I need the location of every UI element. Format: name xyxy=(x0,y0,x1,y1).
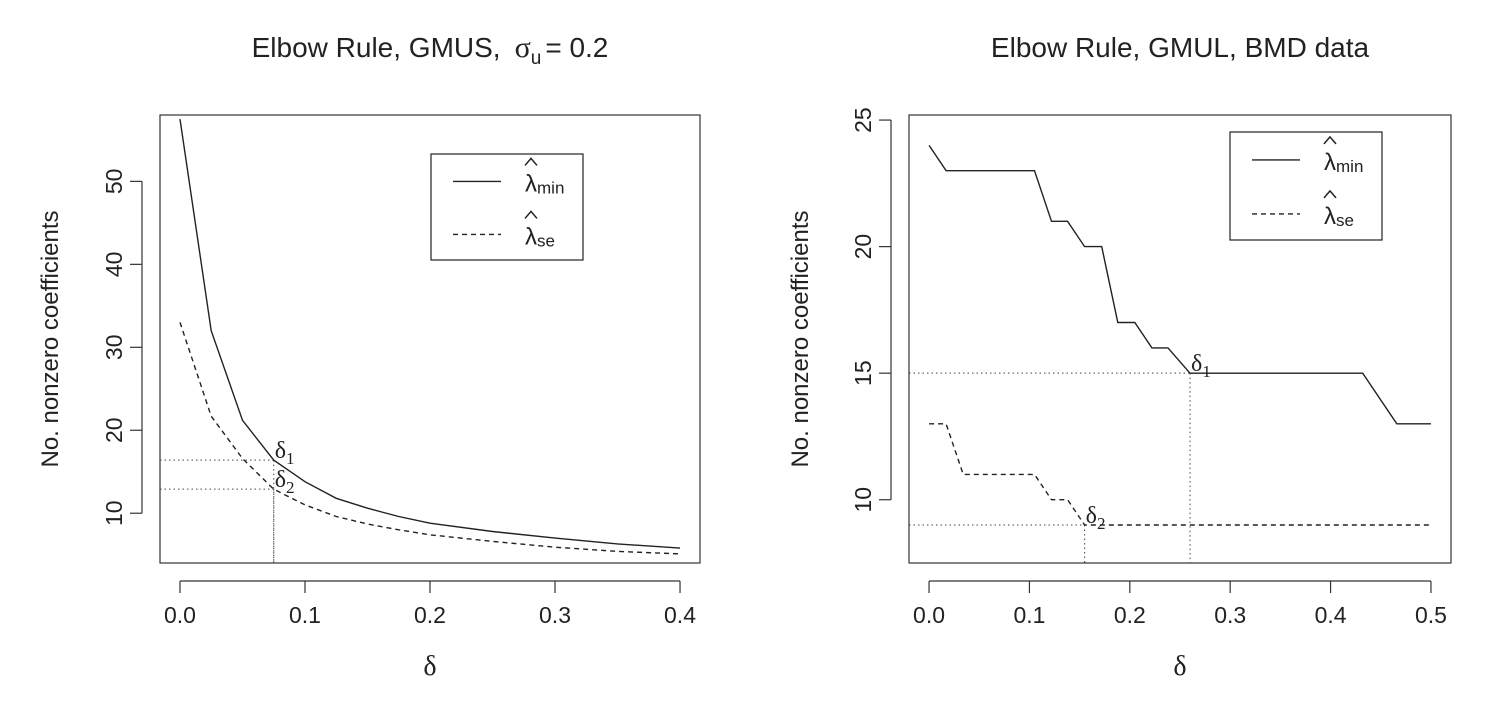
legend-entry: λmin xyxy=(1324,149,1363,176)
y-tick-label: 50 xyxy=(101,169,127,195)
x-tick-label: 0.1 xyxy=(1013,602,1045,628)
x-axis-label: δ xyxy=(423,651,436,682)
legend-box xyxy=(430,153,584,261)
legend-subscript: se xyxy=(1336,211,1354,230)
chart-title: Elbow Rule, GMUL, BMD data xyxy=(991,32,1370,63)
legend-subscript: min xyxy=(1336,157,1363,176)
y-tick-label: 20 xyxy=(850,234,876,260)
legend-lambda-hat: λ xyxy=(525,223,537,250)
legend-hat-accent xyxy=(524,157,538,166)
elbow-label: δ2 xyxy=(1086,503,1106,533)
title-subscript: u xyxy=(531,48,542,69)
elbow-label-delta: δ xyxy=(1191,351,1202,377)
y-tick-label: 30 xyxy=(101,334,127,360)
legend-lambda-hat: λ xyxy=(525,170,537,197)
series-line-lambda-se xyxy=(179,322,681,555)
plot-frame xyxy=(159,114,701,564)
legend-hat-accent xyxy=(524,210,538,219)
x-tick-label: 0.0 xyxy=(164,602,196,628)
x-tick-label: 0.3 xyxy=(539,602,571,628)
elbow-label-subscript: 2 xyxy=(1097,514,1106,533)
legend-lambda-hat: λ xyxy=(1324,203,1336,230)
x-tick-label: 0.3 xyxy=(1214,602,1246,628)
x-tick-label: 0.2 xyxy=(1114,602,1146,628)
elbow-label-delta: δ xyxy=(275,438,286,464)
legend-entry: λmin xyxy=(525,170,564,197)
x-axis-label: δ xyxy=(1173,651,1186,682)
elbow-label: δ1 xyxy=(1191,351,1211,381)
y-tick-label: 15 xyxy=(850,360,876,386)
y-tick-label: 10 xyxy=(101,500,127,526)
y-axis-label: No. nonzero coefficients xyxy=(37,210,64,467)
elbow-label-subscript: 1 xyxy=(1202,362,1211,381)
y-axis-label: No. nonzero coefficients xyxy=(787,210,814,467)
elbow-label: δ2 xyxy=(275,467,295,497)
elbow-label-delta: δ xyxy=(1086,503,1097,529)
legend-entry: λse xyxy=(1324,203,1354,230)
x-tick-label: 0.0 xyxy=(913,602,945,628)
chart-gmul-bmd: Elbow Rule, GMUL, BMD data 0.0 0.1 0.2 0.3 0.… xyxy=(787,32,1452,682)
y-tick-label: 10 xyxy=(850,487,876,513)
title-value: = 0.2 xyxy=(545,32,608,63)
elbow-label-delta: δ xyxy=(275,467,286,493)
y-tick-label: 25 xyxy=(850,107,876,133)
legend-box xyxy=(1229,131,1383,241)
x-tick-label: 0.4 xyxy=(1315,602,1347,628)
y-tick-label: 20 xyxy=(101,417,127,443)
chart-title-text: Elbow Rule, GMUS, xyxy=(252,32,501,63)
y-tick-label: 40 xyxy=(101,252,127,278)
x-tick-label: 0.5 xyxy=(1415,602,1447,628)
chart-gmus: Elbow Rule, GMUS, σu = 0.2 0.0 0.1 0.2 0.3 0.4 1… xyxy=(37,31,701,682)
x-tick-label: 0.1 xyxy=(289,602,321,628)
legend-subscript: se xyxy=(537,231,555,250)
legend-lambda-hat: λ xyxy=(1324,149,1336,176)
title-sigma-symbol: σ xyxy=(515,31,531,64)
legend-subscript: min xyxy=(537,178,564,197)
legend-hat-accent xyxy=(1323,135,1337,145)
series-line-lambda-min xyxy=(179,118,681,549)
chart-title: Elbow Rule, GMUS, σu = 0.2 xyxy=(252,31,609,69)
elbow-label: δ1 xyxy=(275,438,295,468)
chart-title-text: Elbow Rule, GMUL, BMD data xyxy=(991,32,1370,63)
legend-hat-accent xyxy=(1323,189,1337,199)
legend-entry: λse xyxy=(525,223,555,250)
x-tick-label: 0.2 xyxy=(414,602,446,628)
elbow-label-subscript: 1 xyxy=(286,449,295,468)
series-line-lambda-min xyxy=(928,145,1431,425)
elbow-label-subscript: 2 xyxy=(286,478,295,497)
series-line-lambda-se xyxy=(929,423,1431,526)
x-tick-label: 0.4 xyxy=(664,602,696,628)
plot-frame xyxy=(908,114,1452,564)
